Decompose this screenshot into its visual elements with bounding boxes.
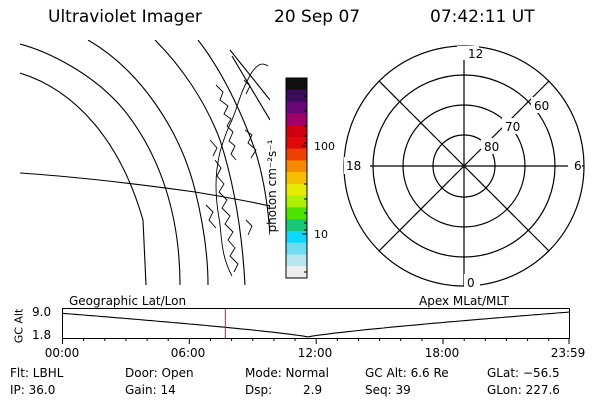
gain-value: Gain: 14 [125,383,176,397]
dsp-value: 2.9 [303,383,323,397]
colorbar-segment [286,89,307,103]
colorbar-gradient [286,78,307,279]
time-tick-marks [62,338,570,344]
mlt-label-0: 0 [467,276,475,290]
door-status: Door: Open [125,366,194,380]
colorbar-segment [286,78,307,91]
instrument-title: Ultraviolet Imager [48,7,202,27]
dsp-label: Dsp: [245,383,273,397]
colorbar-segment [286,207,307,220]
label-bg [344,157,370,174]
mlat-label-70: 70 [505,120,520,134]
colorbar-segment [286,136,307,150]
label-bg [481,138,505,154]
colorbar-segment [286,113,307,126]
time-tick-0600: 06:00 [170,346,206,360]
altitude-axis-label: GC Alt [12,308,26,344]
label-bg [502,118,526,134]
time-tick-1800: 18:00 [424,346,460,360]
altitude-plot [62,308,570,344]
colorbar-segment [286,172,307,185]
altitude-curve [62,311,570,338]
mlat-label-80: 80 [484,140,499,154]
mlt-label-6: 6 [574,159,582,173]
altitude-plot-frame [62,308,570,339]
observation-time: 07:42:11 UT [430,7,535,27]
map-grid-lines [20,40,270,285]
label-bg [568,157,582,174]
gc-altitude: GC Alt: 6.6 Re [365,366,449,380]
colorbar-segment [286,266,307,279]
altitude-tick-low: 1.8 [32,328,52,342]
colorbar-label: photon cm⁻²s⁻¹ [265,139,279,233]
label-bg [457,46,479,60]
mlat-label-60: 60 [534,99,549,113]
time-tick-1200: 12:00 [297,346,333,360]
colorbar-segment [286,219,307,232]
mode-value: Mode: Normal [245,366,329,380]
geographic-longitude: GLon: 227.6 [487,383,560,397]
colorbar-tick-marks [302,95,307,273]
mlt-label-18: 18 [346,159,361,173]
mlt-label-12: 12 [468,47,483,61]
coastline [205,63,269,277]
geographic-map [20,40,270,285]
filter-value: Flt: LBHL [10,366,64,380]
colorbar-segment [286,148,307,161]
colorbar-segment [286,160,307,173]
polar-grid [343,45,585,287]
altitude-tick-high: 9.0 [32,305,52,319]
apex-label: Apex MLat/MLT [419,294,509,308]
time-tick-2359: 23:59 [550,346,586,360]
colorbar-segment [286,125,307,138]
colorbar-tick-10: 10 [314,228,328,241]
polar-diagonal-2 [378,80,550,252]
colorbar-frame [285,77,308,279]
colorbar-segment [286,230,307,244]
colorbar-segment [286,183,307,197]
time-tick-0000: 00:00 [44,346,80,360]
colorbar-tick-100: 100 [314,140,335,153]
polar-plot: 12 18 6 0 60 70 80 [343,45,585,290]
ip-value: IP: 36.0 [10,383,56,397]
colorbar-segment [286,242,307,256]
label-bg [464,274,480,289]
geographic-latitude: GLat: −56.5 [487,366,560,380]
geographic-label: Geographic Lat/Lon [69,294,187,308]
colorbar-segment [286,254,307,267]
colorbar-segment [286,195,307,209]
colorbar-segment [286,101,307,114]
observation-date: 20 Sep 07 [274,7,361,27]
sequence-number: Seq: 39 [365,383,411,397]
colorbar-panel [285,77,308,279]
label-bg [531,97,555,113]
